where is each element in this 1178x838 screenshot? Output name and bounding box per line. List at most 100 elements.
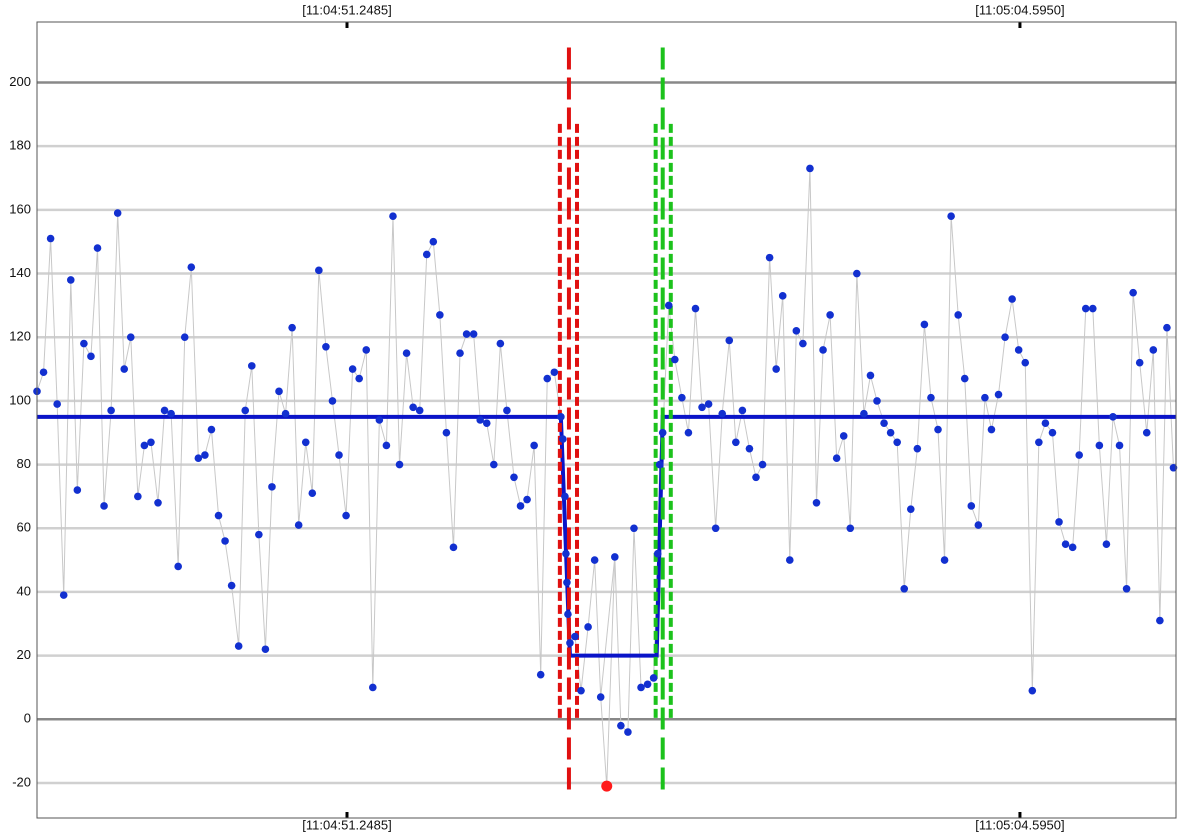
y-tick-label: 100 [9,392,31,407]
data-point [490,460,498,469]
data-point [630,524,638,533]
data-point [214,511,223,520]
data-point [711,524,720,533]
data-point [792,327,801,335]
data-point [819,346,827,354]
data-point [653,549,662,558]
data-point [107,406,115,415]
data-point [590,556,599,564]
data-point [1041,419,1050,427]
data-point [389,212,397,221]
data-point [981,393,989,402]
data-point [1028,686,1037,695]
data-point [732,438,740,447]
data-point [1142,428,1151,437]
data-point [778,292,787,300]
data-point [73,486,82,494]
data-point [832,454,841,463]
y-tick-label: 60 [17,520,31,535]
data-point [281,409,290,418]
data-point [987,425,996,434]
data-point [934,425,942,434]
data-point [154,498,162,507]
data-point [967,502,976,510]
data-point [113,209,122,217]
data-point [1149,346,1158,354]
data-point [442,428,451,437]
data-point [275,387,283,396]
data-point [375,416,384,424]
y-tick-label: -20 [12,774,31,789]
data-point [826,311,834,319]
data-point [624,728,632,736]
data-point [355,374,363,383]
data-point [1122,584,1131,593]
data-point [1075,451,1083,459]
y-tick-label: 120 [9,329,31,344]
data-point [39,368,48,377]
data-point [187,263,196,271]
data-point [571,632,579,641]
data-point [120,365,129,373]
data-point [449,543,458,552]
data-point [516,502,525,510]
x-tick-label-bottom: [11:04:51.2485] [302,817,391,832]
data-point [927,393,935,402]
data-point [308,489,317,498]
data-point [503,406,511,415]
data-point [691,304,700,313]
data-point [348,365,357,373]
data-point [559,435,567,443]
data-point [46,234,55,243]
data-point [227,581,236,590]
data-point [1102,540,1111,548]
data-point [886,428,895,437]
data-point [880,419,888,427]
data-point [469,330,478,338]
data-point [402,349,411,357]
data-point [315,266,323,275]
data-point [362,346,371,354]
data-point [758,460,767,469]
data-point [536,670,545,679]
data-point [335,451,343,459]
data-point [913,444,922,453]
data-point [1035,438,1043,447]
data-point [194,454,203,463]
data-point [409,403,417,412]
data-point [80,339,88,348]
data-point [530,441,538,450]
data-point [893,438,901,447]
data-point [785,556,794,564]
data-point [456,349,464,357]
data-point [812,498,821,507]
data-point [752,473,760,482]
data-point [87,352,95,361]
data-point [584,623,592,631]
data-point [436,311,444,319]
data-point [906,505,915,513]
plot-frame [36,21,1177,819]
data-point [920,320,929,329]
data-point [564,610,572,619]
data-point [207,425,216,434]
data-point [960,374,969,383]
data-point [147,438,155,447]
data-point [738,406,747,415]
data-point [637,683,645,692]
data-point [66,276,75,284]
data-point [745,444,754,453]
data-point [328,397,337,405]
data-point [294,521,303,529]
data-point [415,406,424,415]
data-point [772,365,780,373]
x-tick-label-top: [11:05:04.5950] [975,2,1064,17]
data-point [234,642,243,650]
data-point [1068,543,1077,552]
data-point [1089,304,1097,313]
data-point [698,403,706,412]
data-point [643,680,652,689]
data-point [53,400,61,408]
y-tick-label: 0 [24,711,31,726]
